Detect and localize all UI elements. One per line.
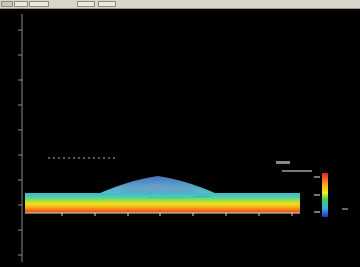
legend-mark bbox=[314, 194, 320, 196]
legend-mark bbox=[314, 176, 320, 178]
tab[interactable] bbox=[1, 1, 13, 7]
contour-model bbox=[25, 176, 300, 213]
tab[interactable] bbox=[98, 1, 116, 7]
legend-mark bbox=[276, 161, 290, 164]
legend-mark bbox=[314, 211, 320, 213]
bottom-axis bbox=[25, 213, 300, 216]
app-window: {} bbox=[0, 0, 360, 267]
tab[interactable] bbox=[14, 1, 28, 7]
color-bar bbox=[322, 173, 328, 217]
tab[interactable] bbox=[29, 1, 49, 7]
legend-mark bbox=[282, 170, 312, 172]
left-axis bbox=[18, 14, 22, 262]
toolbar bbox=[0, 0, 360, 9]
soil-layers bbox=[25, 193, 300, 213]
plot-area bbox=[0, 9, 360, 267]
legend-mark bbox=[342, 208, 348, 210]
tab[interactable] bbox=[77, 1, 95, 7]
